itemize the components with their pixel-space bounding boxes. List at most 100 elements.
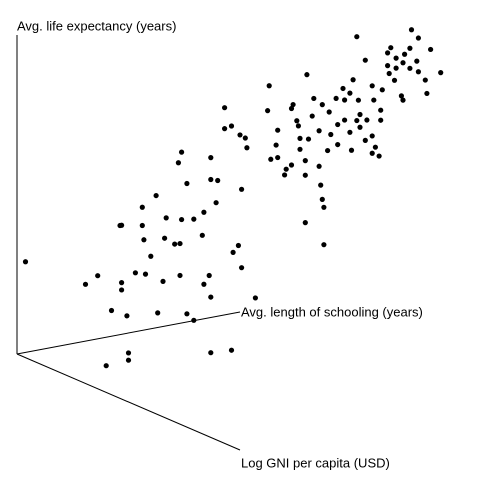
point bbox=[415, 69, 421, 75]
point bbox=[108, 307, 115, 314]
point bbox=[199, 232, 205, 238]
point bbox=[139, 204, 145, 210]
point bbox=[400, 97, 406, 103]
point bbox=[333, 95, 339, 102]
point bbox=[321, 204, 327, 210]
point bbox=[362, 57, 368, 63]
point bbox=[288, 105, 295, 112]
point bbox=[235, 242, 242, 249]
point bbox=[302, 220, 308, 226]
point bbox=[213, 200, 219, 206]
point bbox=[124, 313, 130, 319]
point bbox=[386, 70, 392, 77]
point bbox=[153, 192, 159, 199]
point bbox=[283, 166, 289, 172]
point bbox=[184, 180, 190, 187]
point bbox=[191, 317, 197, 323]
point bbox=[341, 117, 348, 123]
point bbox=[393, 55, 399, 61]
point bbox=[294, 118, 300, 124]
point bbox=[335, 141, 341, 148]
y-axis-label: Log GNI per capita (USD) bbox=[241, 455, 390, 470]
point bbox=[162, 235, 168, 241]
point bbox=[244, 145, 250, 151]
point bbox=[184, 311, 190, 317]
point bbox=[385, 50, 391, 56]
point bbox=[378, 107, 384, 113]
point bbox=[348, 147, 355, 153]
points bbox=[22, 27, 444, 369]
point bbox=[369, 150, 375, 156]
point bbox=[347, 90, 353, 96]
point bbox=[82, 281, 89, 287]
point bbox=[304, 72, 310, 78]
point bbox=[238, 186, 245, 192]
point bbox=[228, 123, 235, 129]
point bbox=[238, 265, 245, 271]
point bbox=[369, 83, 375, 89]
point bbox=[125, 350, 132, 356]
point bbox=[103, 363, 109, 369]
point bbox=[237, 132, 243, 138]
point bbox=[372, 144, 378, 150]
point bbox=[118, 280, 125, 286]
point bbox=[22, 259, 29, 265]
point bbox=[318, 182, 324, 188]
point bbox=[335, 121, 341, 128]
axes bbox=[16, 35, 241, 451]
point bbox=[347, 129, 353, 135]
point bbox=[118, 287, 125, 293]
point bbox=[230, 249, 236, 255]
point bbox=[252, 295, 258, 301]
point bbox=[288, 162, 295, 168]
point bbox=[297, 146, 303, 152]
point bbox=[325, 147, 331, 154]
point bbox=[311, 95, 317, 102]
point bbox=[268, 156, 274, 162]
z-axis-label: Avg. life expectancy (years) bbox=[17, 18, 176, 33]
point bbox=[415, 35, 421, 41]
point bbox=[275, 154, 281, 161]
point bbox=[385, 63, 391, 69]
point bbox=[340, 85, 346, 92]
point bbox=[163, 215, 169, 221]
point bbox=[316, 163, 322, 169]
point bbox=[290, 101, 296, 108]
point bbox=[302, 158, 308, 164]
point bbox=[222, 105, 228, 111]
point bbox=[407, 65, 413, 71]
point bbox=[379, 87, 385, 93]
point bbox=[371, 97, 377, 103]
point bbox=[428, 46, 434, 53]
point bbox=[401, 51, 408, 57]
x-axis bbox=[16, 311, 241, 355]
point bbox=[132, 270, 139, 276]
point bbox=[148, 253, 154, 259]
point bbox=[321, 242, 327, 248]
point bbox=[400, 60, 406, 66]
x-axis-label: Avg. length of schooling (years) bbox=[241, 304, 423, 319]
point bbox=[191, 216, 197, 222]
point bbox=[139, 222, 145, 229]
point bbox=[265, 108, 271, 114]
point bbox=[355, 97, 362, 103]
point bbox=[275, 127, 281, 133]
point bbox=[398, 93, 405, 99]
point bbox=[175, 160, 182, 166]
point bbox=[160, 278, 166, 284]
point bbox=[424, 90, 430, 97]
point bbox=[201, 281, 207, 287]
point bbox=[362, 137, 368, 143]
point bbox=[178, 149, 185, 155]
point bbox=[172, 241, 178, 247]
point bbox=[266, 83, 272, 89]
point bbox=[302, 172, 308, 178]
point bbox=[141, 237, 147, 243]
point bbox=[354, 34, 360, 40]
point bbox=[438, 70, 444, 76]
point bbox=[228, 347, 235, 353]
point bbox=[155, 310, 161, 316]
point bbox=[295, 123, 302, 129]
point bbox=[201, 209, 207, 215]
point bbox=[354, 117, 360, 124]
